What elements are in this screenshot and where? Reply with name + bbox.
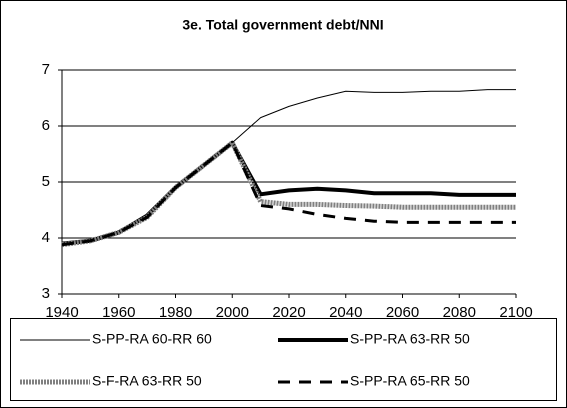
y-tick-label: 4: [42, 229, 50, 246]
y-tick-label: 3: [42, 285, 50, 302]
x-tick-label: 1940: [45, 304, 78, 321]
x-tick-label: 2060: [386, 304, 419, 321]
y-tick-label: 5: [42, 173, 50, 190]
x-tick-label: 1960: [102, 304, 135, 321]
legend-label: S-PP-RA 65-RR 50: [350, 373, 470, 389]
y-tick-label: 6: [42, 117, 50, 134]
x-tick-label: 2020: [272, 304, 305, 321]
series-line: [61, 140, 516, 246]
legend-label: S-PP-RA 63-RR 50: [350, 331, 470, 347]
x-tick-label: 2080: [443, 304, 476, 321]
legend-box: [10, 318, 557, 401]
series-line: [61, 141, 516, 247]
legend-label: S-PP-RA 60-RR 60: [92, 331, 212, 347]
x-tick-label: 2100: [499, 304, 532, 321]
x-tick-label: 2040: [329, 304, 362, 321]
x-tick-label: 1980: [159, 304, 192, 321]
legend-label: S-F-RA 63-RR 50: [92, 373, 202, 389]
x-tick-label: 2000: [216, 304, 249, 321]
y-tick-label: 7: [42, 61, 50, 78]
series-line: [61, 140, 516, 248]
chart-title: 3e. Total government debt/NNI: [182, 17, 383, 33]
